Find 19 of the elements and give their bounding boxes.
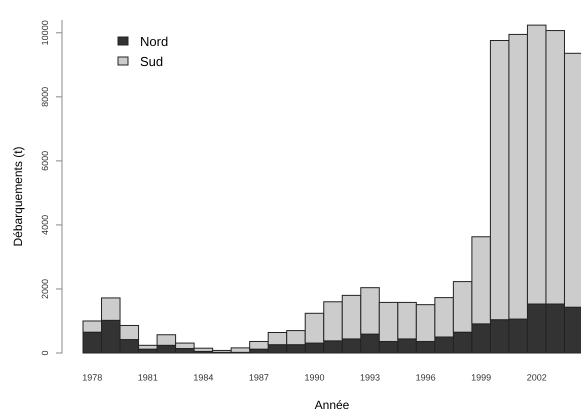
y-tick-label: 2000 [40,278,50,299]
y-tick-label: 6000 [40,150,50,171]
legend-label: Sud [140,54,164,69]
x-tick-label: 1999 [471,372,492,382]
y-tick-label: 10000 [40,20,50,46]
y-tick-label: 8000 [40,86,50,107]
x-axis-title: Année [314,398,350,412]
x-tick-label: 1984 [193,372,214,382]
y-axis-title: Débarquements (t) [11,146,25,247]
legend-label: Nord [140,34,168,49]
y-tick-label: 0 [40,350,50,356]
x-tick-label: 1978 [82,372,102,382]
x-tick-label: 1981 [138,372,158,382]
x-tick-label: 1993 [360,372,380,382]
x-tick-label: 2002 [526,372,547,382]
y-tick-label: 4000 [40,214,50,235]
x-tick-label: 1987 [248,372,269,382]
x-tick-label: 1996 [416,372,436,382]
x-tick-label: 1990 [304,372,324,382]
